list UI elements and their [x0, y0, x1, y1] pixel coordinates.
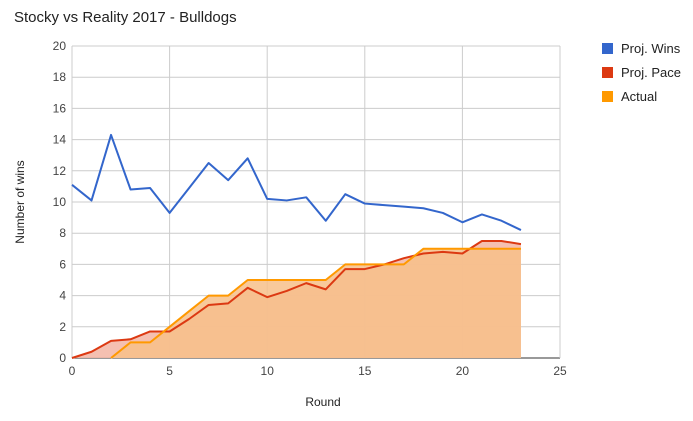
legend-swatch: [602, 67, 613, 78]
x-tick-label: 25: [553, 364, 567, 378]
y-tick-label: 16: [53, 101, 67, 115]
series-lines: [71, 133, 522, 359]
y-tick-label: 2: [59, 320, 66, 334]
x-tick-label: 15: [358, 364, 372, 378]
x-tick-label: 5: [166, 364, 173, 378]
y-tick-label: 18: [53, 70, 67, 84]
x-tick-label: 20: [456, 364, 470, 378]
x-tick-label: 10: [261, 364, 275, 378]
legend-swatch: [602, 91, 613, 102]
series-line-proj-pace: [71, 240, 522, 359]
series-line-actual: [110, 247, 521, 359]
y-tick-label: 6: [59, 257, 66, 271]
y-tick-label: 0: [59, 351, 66, 365]
x-tick-label: 0: [69, 364, 76, 378]
series-areas: [72, 241, 521, 358]
series-area-actual: [111, 248, 521, 358]
legend: Proj. Wins Proj. Pace Actual: [602, 41, 681, 104]
y-tick-label: 12: [53, 164, 67, 178]
legend-label: Proj. Pace: [621, 65, 681, 80]
y-tick-label: 10: [53, 195, 67, 209]
x-axis-label: Round: [305, 395, 340, 409]
legend-label: Proj. Wins: [621, 41, 681, 56]
legend-swatch: [602, 43, 613, 54]
y-tick-label: 14: [53, 133, 67, 147]
y-axis-label: Number of wins: [13, 160, 27, 243]
legend-label: Actual: [621, 89, 657, 104]
y-tick-label: 4: [59, 289, 66, 303]
axis-ticks: 0 2 4 6 8 10 12 14 16 18 20 0 5 10 15 20 25: [53, 39, 567, 378]
series-line-proj-wins: [71, 133, 522, 231]
y-tick-label: 8: [59, 226, 66, 240]
chart-title: Stocky vs Reality 2017 - Bulldogs: [14, 9, 237, 26]
y-tick-label: 20: [53, 39, 67, 53]
